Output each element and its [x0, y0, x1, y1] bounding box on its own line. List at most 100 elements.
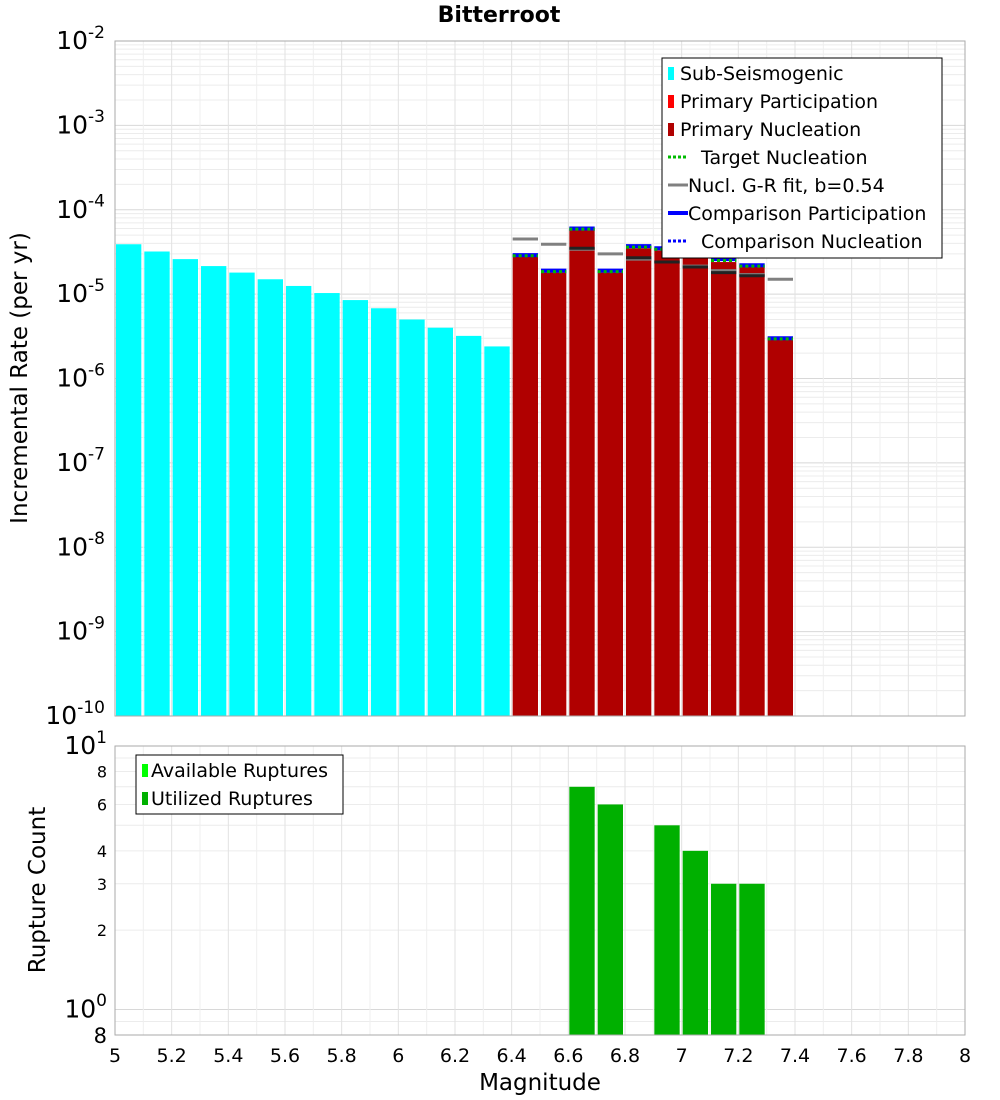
x-tick-label: 6.6 — [553, 1045, 583, 1067]
x-tick-label: 5.2 — [157, 1045, 187, 1067]
x-tick-label: 7.8 — [893, 1045, 923, 1067]
bar — [314, 293, 340, 716]
x-tick-label: 5.6 — [270, 1045, 300, 1067]
x-tick-label: 6.4 — [497, 1045, 527, 1067]
legend-label: Available Ruptures — [151, 760, 328, 782]
top-y-tick-label-exponent: -5 — [88, 276, 105, 296]
x-tick-label: 7.2 — [723, 1045, 753, 1067]
top-y-tick-label-base: 10 — [56, 617, 88, 646]
bar — [597, 272, 623, 716]
legend-entry: Available Ruptures — [142, 760, 328, 782]
bottom-y-tick-label: 4 — [97, 842, 107, 861]
legend-entry: Comparison Nucleation — [668, 231, 923, 253]
top-y-tick-label: 10-8 — [56, 529, 105, 561]
bottom-plot-border — [114, 745, 966, 1036]
legend-label: Primary Nucleation — [680, 119, 861, 141]
top-y-tick-label: 10-2 — [56, 23, 105, 55]
series-utilized-ruptures — [569, 786, 765, 1035]
legend-swatch — [142, 792, 148, 805]
bottom-y-tick-label: 100 — [64, 991, 107, 1023]
bar — [399, 319, 425, 716]
top-y-tick-label-exponent: -7 — [88, 445, 105, 465]
bottom-y-tick-label: 6 — [97, 795, 107, 814]
legend-label: Comparison Participation — [688, 203, 926, 225]
legend-entry: Nucl. G-R fit, b=0.54 — [668, 175, 885, 197]
bottom-y-tick-label: 8 — [97, 763, 107, 782]
bottom-legend: Available Ruptures Utilized Ruptures — [135, 754, 344, 815]
top-y-axis-title: Incremental Rate (per yr) — [7, 232, 33, 524]
legend-entry: Comparison Participation — [668, 203, 926, 225]
legend-entry: Primary Nucleation — [668, 119, 861, 141]
top-plot-area: 10-1010-910-810-710-610-510-410-310-2Sub… — [45, 23, 966, 730]
bar — [711, 262, 737, 716]
top-y-tick-label-exponent: -4 — [88, 192, 105, 212]
top-y-tick-label-base: 10 — [56, 448, 88, 477]
top-y-tick-label-base: 10 — [56, 195, 88, 224]
bar — [682, 850, 708, 1035]
bottom-y-tick-label-base: 10 — [64, 731, 96, 760]
bar — [512, 256, 538, 716]
legend-label: Primary Participation — [680, 91, 878, 113]
bar — [682, 256, 708, 716]
bar — [172, 259, 198, 716]
x-axis-title: Magnitude — [479, 1070, 601, 1096]
x-tick-label: 8 — [959, 1045, 971, 1067]
top-y-tick-label: 10-5 — [56, 276, 105, 308]
top-y-tick-label-exponent: -6 — [88, 360, 105, 380]
legend-swatch — [668, 95, 674, 108]
bottom-legend-box — [135, 754, 344, 815]
bottom-y-tick-label: 8 — [94, 1024, 107, 1048]
bottom-y-tick-label: 3 — [97, 875, 107, 894]
legend-entry: Primary Participation — [668, 91, 878, 113]
x-tick-label: 7 — [676, 1045, 688, 1067]
bar — [484, 346, 510, 716]
bar — [286, 285, 312, 716]
x-tick-label: 5 — [109, 1045, 121, 1067]
bar — [342, 300, 368, 716]
legend-label: Nucl. G-R fit, b=0.54 — [688, 175, 885, 197]
top-y-tick-label: 10-4 — [56, 192, 105, 224]
legend-swatch — [142, 764, 148, 777]
bar — [201, 266, 227, 716]
legend-entry: Utilized Ruptures — [142, 788, 313, 810]
bar — [229, 272, 255, 716]
top-y-tick-label-exponent: -2 — [88, 23, 105, 43]
x-tick-label: 6 — [392, 1045, 404, 1067]
bar — [371, 308, 397, 716]
bar — [569, 229, 595, 717]
bottom-y-tick-label-exponent: 1 — [96, 728, 107, 748]
series-black-reference — [569, 246, 765, 278]
x-tick-label: 5.4 — [213, 1045, 243, 1067]
bar — [541, 272, 567, 716]
series-sub-seismogenic — [116, 244, 510, 717]
legend-swatch — [668, 123, 674, 136]
top-y-tick-label: 10-9 — [56, 613, 105, 645]
legend-label: Utilized Ruptures — [151, 788, 313, 810]
bar — [569, 786, 595, 1035]
top-legend: Sub-Seismogenic Primary Participation Prim… — [661, 57, 943, 259]
bottom-y-tick-label: 2 — [97, 921, 107, 940]
top-y-tick-label-exponent: -3 — [88, 107, 105, 127]
bar — [626, 248, 652, 717]
bar — [597, 804, 623, 1035]
bar — [739, 883, 765, 1035]
bar — [257, 279, 283, 716]
bar — [654, 250, 680, 717]
bar — [427, 327, 453, 716]
top-y-tick-label-base: 10 — [56, 532, 88, 561]
top-y-tick-label-exponent: -9 — [88, 613, 105, 633]
top-y-tick-label-base: 10 — [56, 279, 88, 308]
top-y-tick-label-base: 10 — [56, 26, 88, 55]
top-legend-box — [661, 57, 943, 259]
bar — [711, 883, 737, 1035]
legend-label: Comparison Nucleation — [701, 231, 923, 253]
bar — [144, 251, 170, 716]
x-tick-label: 7.6 — [837, 1045, 867, 1067]
bottom-y-tick-label-base: 10 — [64, 994, 96, 1023]
x-tick-label: 6.8 — [610, 1045, 640, 1067]
legend-label: Target Nucleation — [700, 147, 868, 169]
bar — [654, 825, 680, 1035]
top-y-tick-label-base: 10 — [56, 364, 88, 393]
